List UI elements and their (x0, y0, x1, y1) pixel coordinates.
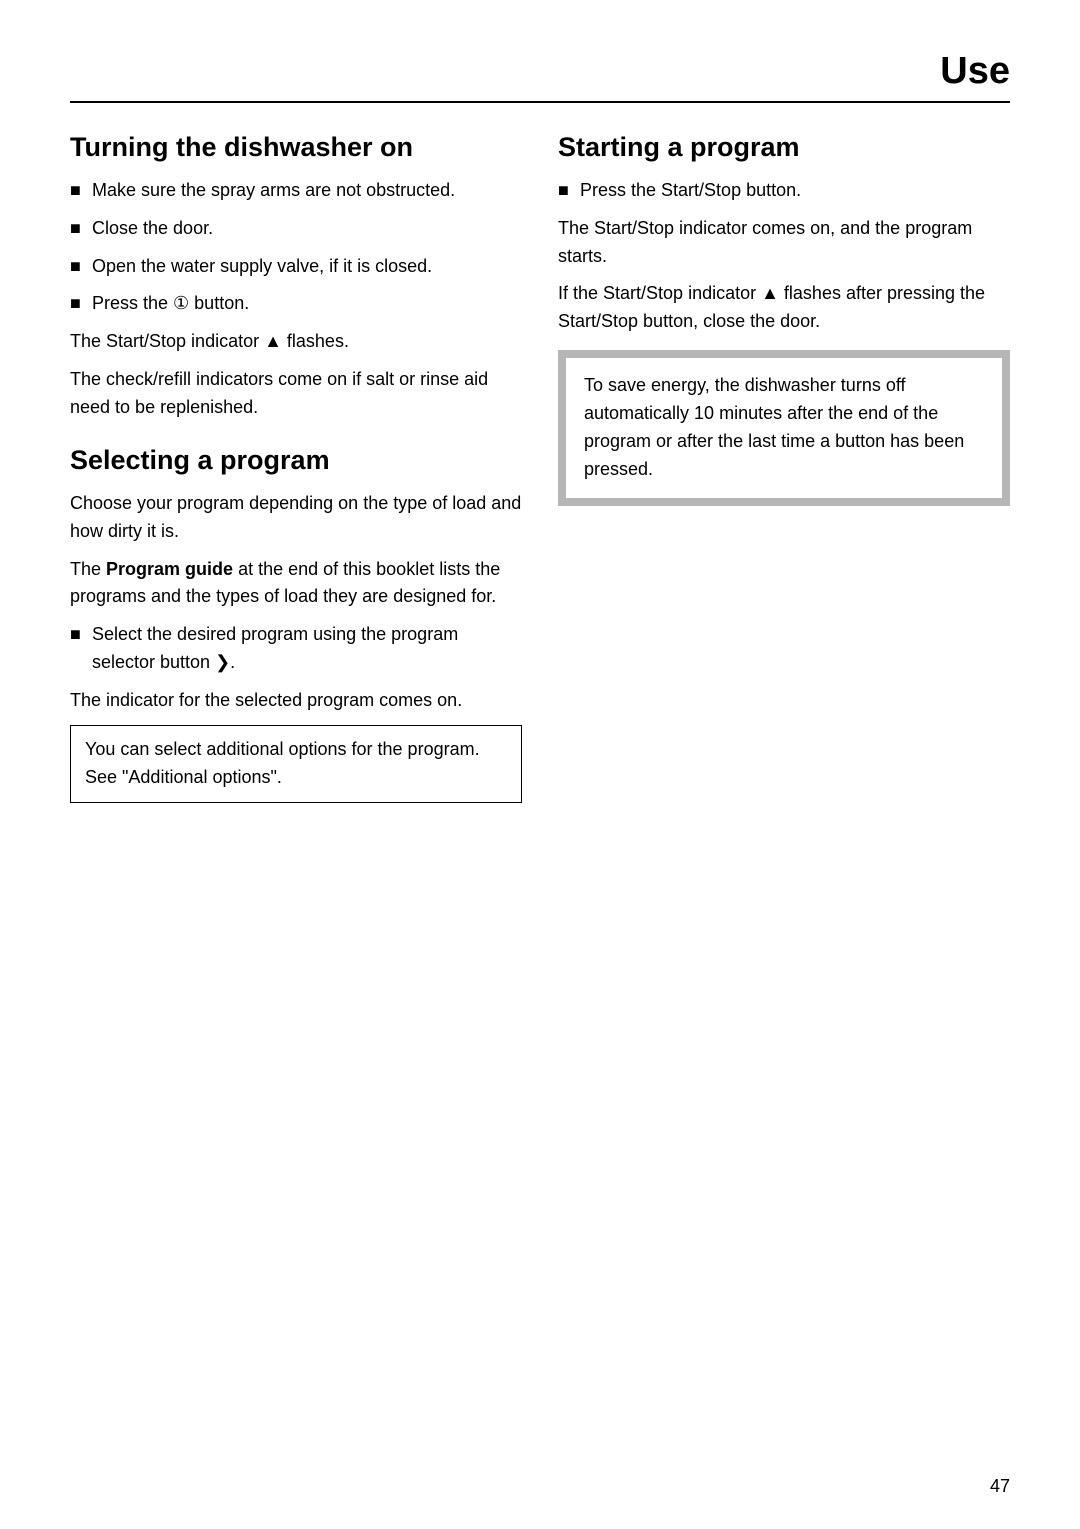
step-item: ■ Make sure the spray arms are not obstr… (70, 177, 522, 205)
note-text: To save energy, the dishwasher turns off… (584, 372, 984, 484)
content-columns: Turning the dishwasher on ■ Make sure th… (70, 131, 1010, 803)
paragraph: The indicator for the selected program c… (70, 687, 522, 715)
paragraph: The Start/Stop indicator ▲ flashes. (70, 328, 522, 356)
list-bullet: ■ (70, 253, 92, 281)
step-text: Press the Start/Stop button. (580, 177, 1010, 205)
paragraph: Choose your program depending on the typ… (70, 490, 522, 546)
paragraph: The check/refill indicators come on if s… (70, 366, 522, 422)
paragraph: If the Start/Stop indicator ▲ flashes af… (558, 280, 1010, 336)
list-bullet: ■ (70, 290, 92, 318)
step-item: ■ Press the Start/Stop button. (558, 177, 1010, 205)
list-bullet: ■ (70, 177, 92, 205)
step-text: Make sure the spray arms are not obstruc… (92, 177, 522, 205)
paragraph: The Start/Stop indicator comes on, and t… (558, 215, 1010, 271)
note-box-thin: You can select additional options for th… (70, 725, 522, 803)
right-column: Starting a program ■ Press the Start/Sto… (558, 131, 1010, 803)
program-guide-label: Program guide (106, 559, 233, 579)
title-rule (70, 101, 1010, 103)
step-text: Select the desired program using the pro… (92, 621, 522, 677)
step-item: ■ Select the desired program using the p… (70, 621, 522, 677)
note-text: You can select additional options for th… (85, 736, 507, 792)
step-text: Close the door. (92, 215, 522, 243)
step-item: ■ Close the door. (70, 215, 522, 243)
step-text: Press the ① button. (92, 290, 522, 318)
note-box-thick: To save energy, the dishwasher turns off… (558, 350, 1010, 506)
heading-selecting-program: Selecting a program (70, 444, 522, 478)
list-bullet: ■ (70, 621, 92, 677)
heading-starting-program: Starting a program (558, 131, 1010, 165)
page-title: Use (70, 50, 1010, 101)
list-bullet: ■ (70, 215, 92, 243)
text-fragment: The (70, 559, 106, 579)
page: Use Turning the dishwasher on ■ Make sur… (0, 0, 1080, 1529)
list-bullet: ■ (558, 177, 580, 205)
left-column: Turning the dishwasher on ■ Make sure th… (70, 131, 522, 803)
page-number: 47 (990, 1476, 1010, 1497)
paragraph-program-guide: The Program guide at the end of this boo… (70, 556, 522, 612)
heading-turning-on: Turning the dishwasher on (70, 131, 522, 165)
step-text: Open the water supply valve, if it is cl… (92, 253, 522, 281)
step-item: ■ Open the water supply valve, if it is … (70, 253, 522, 281)
step-item: ■ Press the ① button. (70, 290, 522, 318)
